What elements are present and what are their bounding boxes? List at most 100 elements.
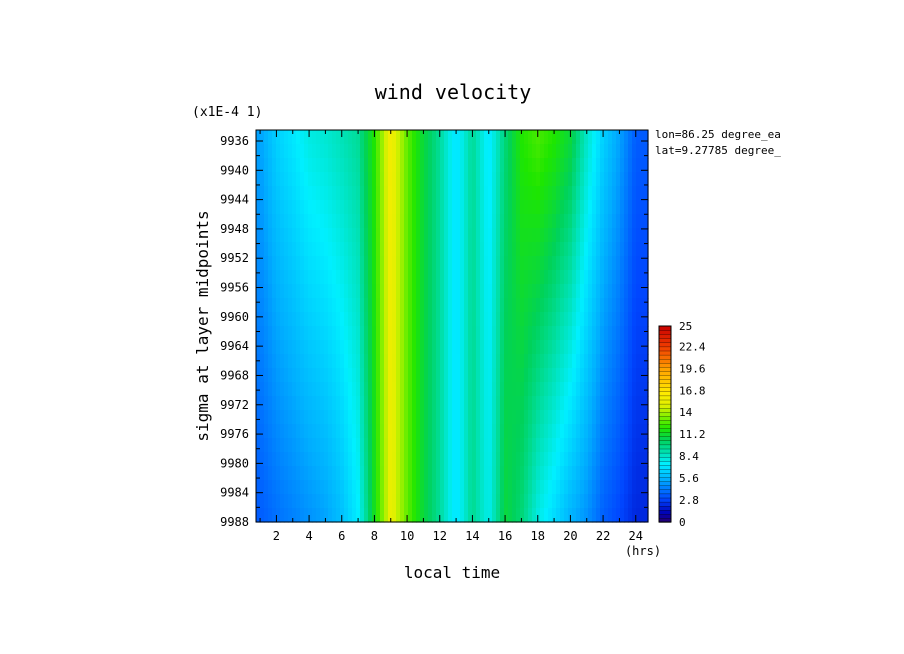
heatmap-cell bbox=[452, 256, 457, 271]
heatmap-cell bbox=[544, 494, 549, 509]
heatmap-cell bbox=[556, 214, 561, 229]
heatmap-cell bbox=[412, 130, 417, 145]
heatmap-cell bbox=[444, 144, 449, 159]
heatmap-cell bbox=[468, 200, 473, 215]
colorbar-swatch bbox=[658, 444, 672, 450]
heatmap-cell bbox=[364, 200, 369, 215]
heatmap-cell bbox=[272, 130, 277, 145]
heatmap-cell bbox=[608, 466, 613, 481]
heatmap-cell bbox=[312, 508, 317, 523]
heatmap-cell bbox=[360, 508, 365, 523]
y-tick-label: 9956 bbox=[220, 281, 249, 295]
heatmap-cell bbox=[640, 270, 645, 285]
heatmap-cell bbox=[320, 144, 325, 159]
heatmap-cell bbox=[328, 270, 333, 285]
heatmap-cell bbox=[516, 452, 521, 467]
heatmap-cell bbox=[352, 130, 357, 145]
heatmap-cell bbox=[592, 228, 597, 243]
heatmap-cell bbox=[436, 186, 441, 201]
heatmap-cell bbox=[484, 508, 489, 523]
heatmap-cell bbox=[352, 354, 357, 369]
heatmap-cell bbox=[400, 256, 405, 271]
heatmap-cell bbox=[468, 298, 473, 313]
heatmap-cell bbox=[440, 480, 445, 495]
heatmap-cell bbox=[320, 326, 325, 341]
heatmap-cell bbox=[596, 382, 601, 397]
heatmap-cell bbox=[572, 452, 577, 467]
heatmap-cell bbox=[264, 172, 269, 187]
heatmap-cell bbox=[596, 424, 601, 439]
heatmap-cell bbox=[520, 214, 525, 229]
heatmap-cell bbox=[376, 452, 381, 467]
heatmap-cell bbox=[604, 494, 609, 509]
heatmap-cell bbox=[384, 130, 389, 145]
heatmap-cell bbox=[312, 144, 317, 159]
heatmap-cell bbox=[436, 214, 441, 229]
heatmap-cells bbox=[256, 130, 649, 523]
heatmap-cell bbox=[264, 508, 269, 523]
heatmap-cell bbox=[484, 144, 489, 159]
heatmap-cell bbox=[496, 242, 501, 257]
heatmap-cell bbox=[336, 242, 341, 257]
heatmap-cell bbox=[512, 144, 517, 159]
heatmap-cell bbox=[436, 298, 441, 313]
heatmap-cell bbox=[612, 242, 617, 257]
heatmap-cell bbox=[300, 452, 305, 467]
heatmap-cell bbox=[632, 494, 637, 509]
heatmap-cell bbox=[336, 396, 341, 411]
heatmap-cell bbox=[596, 270, 601, 285]
heatmap-cell bbox=[548, 368, 553, 383]
heatmap-cell bbox=[296, 340, 301, 355]
heatmap-cell bbox=[292, 200, 297, 215]
heatmap-cell bbox=[556, 452, 561, 467]
heatmap-cell bbox=[452, 438, 457, 453]
heatmap-cell bbox=[340, 396, 345, 411]
heatmap-cell bbox=[344, 144, 349, 159]
heatmap-cell bbox=[504, 494, 509, 509]
heatmap-cell bbox=[516, 298, 521, 313]
heatmap-cell bbox=[428, 354, 433, 369]
heatmap-cell bbox=[348, 438, 353, 453]
heatmap-cell bbox=[308, 144, 313, 159]
heatmap-cell bbox=[600, 508, 605, 523]
heatmap-cell bbox=[436, 452, 441, 467]
heatmap-cell bbox=[508, 424, 513, 439]
heatmap-cell bbox=[552, 200, 557, 215]
heatmap-cell bbox=[604, 452, 609, 467]
heatmap-cell bbox=[464, 508, 469, 523]
heatmap-cell bbox=[388, 158, 393, 173]
heatmap-cell bbox=[388, 200, 393, 215]
heatmap-cell bbox=[360, 270, 365, 285]
heatmap-cell bbox=[516, 368, 521, 383]
heatmap-cell bbox=[432, 438, 437, 453]
heatmap-cell bbox=[408, 144, 413, 159]
heatmap-cell bbox=[332, 508, 337, 523]
heatmap-cell bbox=[444, 186, 449, 201]
heatmap-cell bbox=[464, 480, 469, 495]
heatmap-cell bbox=[300, 382, 305, 397]
heatmap-cell bbox=[264, 452, 269, 467]
heatmap-cell bbox=[512, 256, 517, 271]
heatmap-cell bbox=[476, 214, 481, 229]
heatmap-cell bbox=[328, 368, 333, 383]
heatmap-cell bbox=[580, 424, 585, 439]
heatmap-cell bbox=[640, 242, 645, 257]
heatmap-cell bbox=[364, 242, 369, 257]
heatmap-cell bbox=[356, 494, 361, 509]
heatmap-cell bbox=[536, 298, 541, 313]
heatmap-cell bbox=[412, 466, 417, 481]
heatmap-cell bbox=[352, 452, 357, 467]
heatmap-cell bbox=[432, 214, 437, 229]
heatmap-cell bbox=[556, 340, 561, 355]
heatmap-cell bbox=[448, 186, 453, 201]
heatmap-cell bbox=[264, 382, 269, 397]
heatmap-cell bbox=[376, 396, 381, 411]
colorbar-swatch bbox=[658, 378, 672, 384]
heatmap-cell bbox=[584, 298, 589, 313]
heatmap-cell bbox=[444, 158, 449, 173]
heatmap-cell bbox=[548, 396, 553, 411]
heatmap-cell bbox=[536, 326, 541, 341]
heatmap-cell bbox=[632, 438, 637, 453]
heatmap-cell bbox=[556, 298, 561, 313]
heatmap-cell bbox=[352, 298, 357, 313]
